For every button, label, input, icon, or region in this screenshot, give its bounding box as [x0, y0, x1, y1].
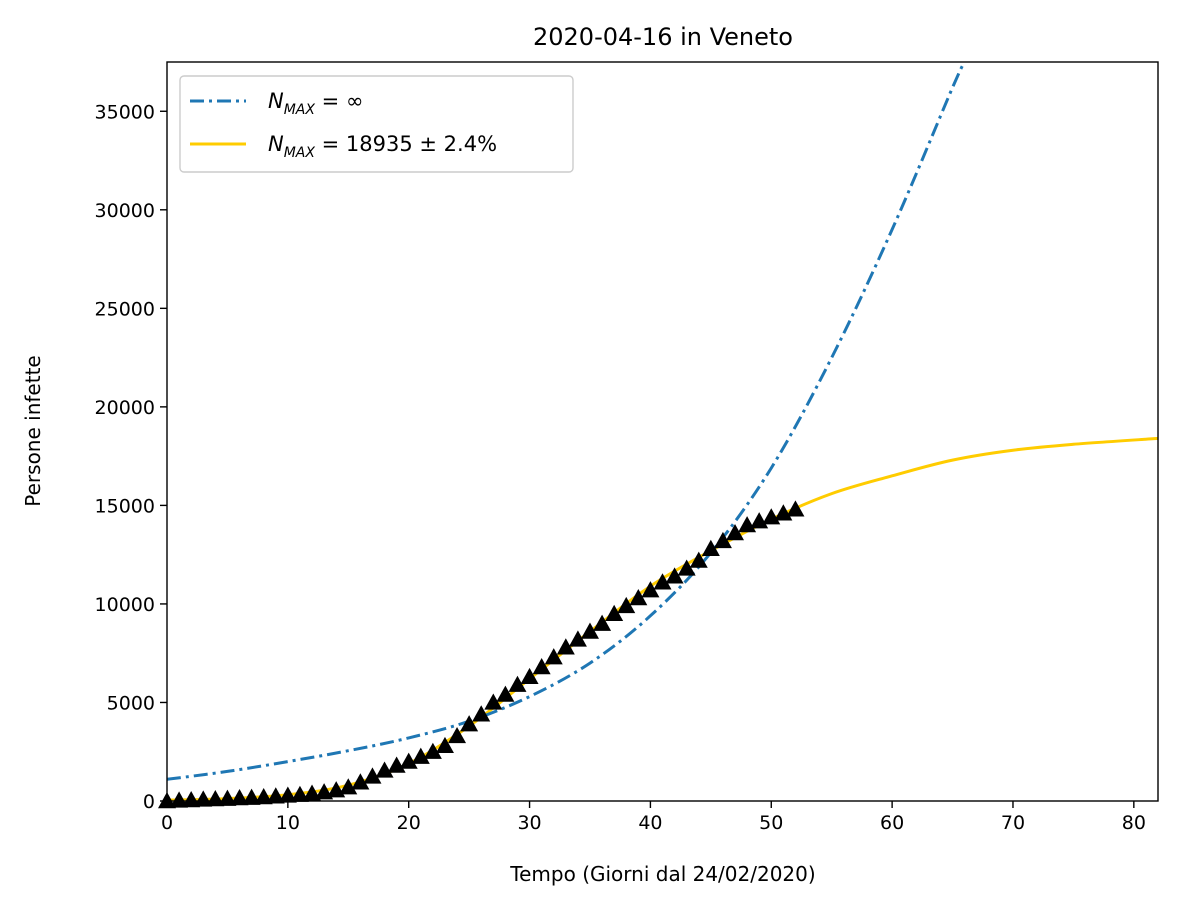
data-point — [399, 752, 418, 769]
markers-layer — [158, 500, 805, 809]
data-point — [182, 791, 201, 808]
data-point — [170, 791, 189, 808]
legend-label-logistic-main: N — [268, 132, 284, 156]
x-tick-label: 20 — [397, 812, 421, 834]
legend-label-logistic-sub: MAX — [284, 145, 316, 161]
series-exponential-line — [167, 62, 966, 781]
data-point — [544, 648, 563, 665]
y-axis-label: Persone infette — [21, 355, 45, 506]
legend-label-exponential-rest: = ∞ — [315, 89, 363, 113]
legend-box — [179, 75, 574, 173]
data-point — [375, 761, 394, 778]
data-point — [496, 685, 515, 702]
data-point — [508, 675, 527, 692]
data-point — [460, 715, 479, 732]
data-point — [351, 773, 370, 790]
x-axis-label: Tempo (Giorni dal 24/02/2020) — [509, 862, 815, 886]
data-point — [194, 790, 213, 807]
data-point — [689, 551, 708, 568]
data-point — [580, 622, 599, 639]
data-point — [629, 589, 648, 606]
data-point — [593, 614, 612, 631]
data-point — [472, 705, 491, 722]
legend: NMAX = ∞ NMAX = 18935 ± 2.4% — [179, 75, 574, 173]
plot-frame — [166, 61, 1159, 802]
data-point — [605, 604, 624, 621]
data-point — [556, 638, 575, 655]
x-tick-label: 10 — [276, 812, 300, 834]
y-tick-label: 25000 — [95, 298, 155, 320]
chart-title: 2020-04-16 in Veneto — [533, 23, 793, 51]
legend-label-logistic-rest: = 18935 ± 2.4% — [315, 132, 497, 156]
data-point — [641, 581, 660, 598]
legend-label-logistic: NMAX = 18935 ± 2.4% — [268, 132, 497, 161]
y-tick-label: 5000 — [107, 692, 155, 714]
x-tick-label: 60 — [880, 812, 904, 834]
legend-label-exponential-sub: MAX — [284, 102, 316, 118]
data-point — [568, 630, 587, 647]
data-point — [266, 787, 285, 804]
x-tick-label: 40 — [638, 812, 662, 834]
data-point — [532, 657, 551, 675]
data-point — [726, 523, 745, 541]
x-tick-label: 0 — [161, 812, 173, 834]
data-point — [617, 596, 636, 614]
x-tick-label: 30 — [517, 812, 541, 834]
data-point — [448, 726, 467, 744]
data-point — [206, 790, 225, 807]
data-point — [254, 788, 273, 805]
data-point — [411, 747, 430, 764]
data-point — [290, 785, 309, 802]
data-point — [653, 573, 672, 590]
x-axis: 0 10 20 30 40 50 60 70 80 — [161, 801, 1146, 834]
data-point — [677, 559, 696, 576]
data-point — [701, 539, 720, 556]
y-tick-label: 0 — [143, 791, 155, 813]
data-point — [303, 784, 322, 801]
data-point — [665, 567, 684, 584]
data-point — [786, 500, 805, 517]
legend-label-exponential-main: N — [268, 89, 284, 113]
y-tick-label: 35000 — [95, 101, 155, 123]
data-point — [278, 786, 297, 803]
y-tick-label: 30000 — [95, 200, 155, 222]
y-tick-label: 15000 — [95, 495, 155, 517]
x-tick-label: 70 — [1001, 812, 1025, 834]
data-point — [435, 736, 454, 754]
data-point — [713, 531, 732, 549]
legend-label-exponential: NMAX = ∞ — [268, 89, 363, 118]
data-point — [520, 667, 539, 685]
y-tick-label: 10000 — [95, 594, 155, 616]
x-tick-label: 50 — [759, 812, 783, 834]
y-tick-label: 20000 — [95, 397, 155, 419]
data-point — [484, 693, 503, 710]
x-tick-label: 80 — [1122, 812, 1146, 834]
y-axis: 0 5000 10000 15000 20000 25000 30000 35000 — [95, 101, 167, 813]
data-point — [339, 778, 358, 795]
data-point — [423, 742, 442, 759]
data-point — [218, 789, 237, 806]
data-point — [363, 767, 382, 784]
